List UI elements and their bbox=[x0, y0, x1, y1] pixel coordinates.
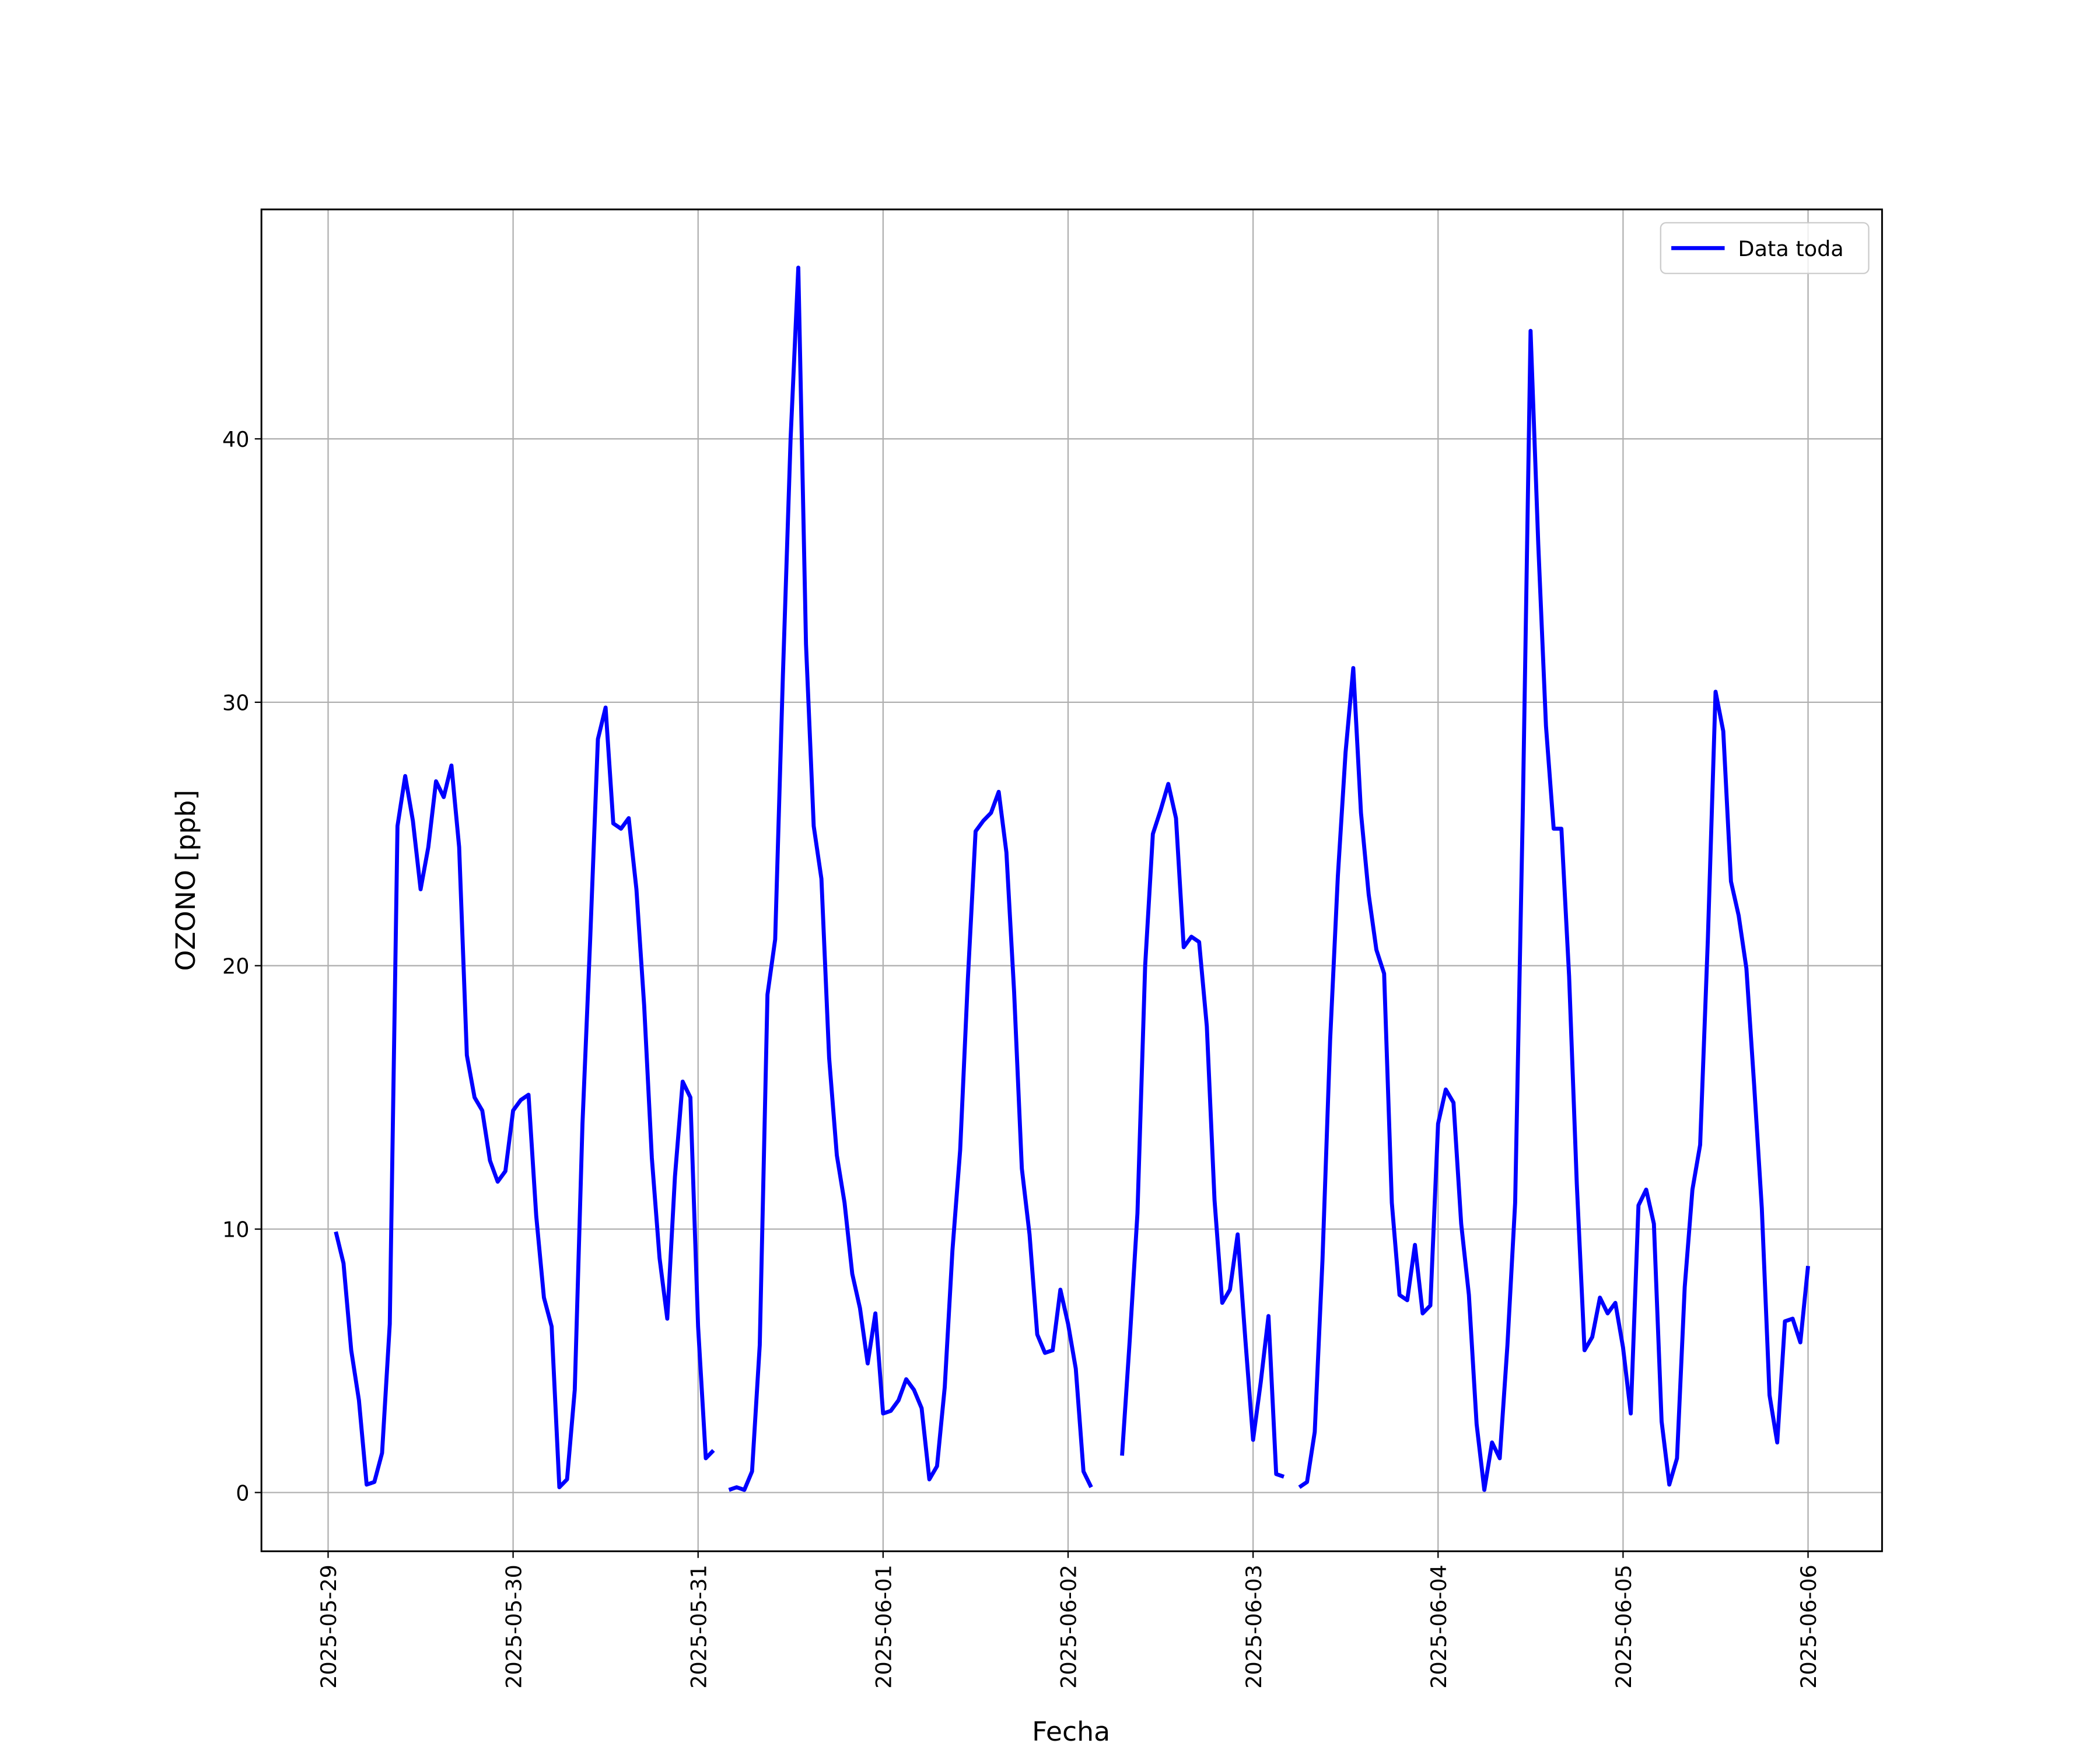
x-tick-label: 2025-06-01 bbox=[872, 1564, 897, 1689]
plot-frame bbox=[260, 208, 1883, 1552]
x-tick-label: 2025-06-03 bbox=[1241, 1564, 1266, 1689]
y-axis-label: OZONO [ppb] bbox=[170, 790, 201, 971]
y-tick-label: 30 bbox=[222, 691, 250, 716]
x-tick-label: 2025-05-29 bbox=[316, 1564, 341, 1689]
legend: Data toda bbox=[1660, 222, 1870, 274]
x-tick-label: 2025-06-04 bbox=[1426, 1564, 1451, 1689]
x-tick-label: 2025-06-05 bbox=[1611, 1564, 1636, 1689]
legend-label: Data toda bbox=[1738, 236, 1843, 261]
x-tick-label: 2025-05-31 bbox=[686, 1564, 711, 1689]
x-tick-label: 2025-06-02 bbox=[1056, 1564, 1082, 1689]
y-tick-label: 40 bbox=[222, 427, 250, 452]
x-axis-label: Fecha bbox=[1032, 1716, 1110, 1747]
y-tick-label: 0 bbox=[236, 1480, 249, 1506]
y-tick-label: 20 bbox=[222, 954, 250, 979]
x-tick-label: 2025-06-06 bbox=[1796, 1564, 1821, 1689]
legend-box bbox=[1660, 222, 1870, 274]
data-line bbox=[334, 265, 1810, 1492]
x-tick-label: 2025-05-30 bbox=[501, 1564, 526, 1689]
y-tick-label: 10 bbox=[222, 1217, 250, 1242]
